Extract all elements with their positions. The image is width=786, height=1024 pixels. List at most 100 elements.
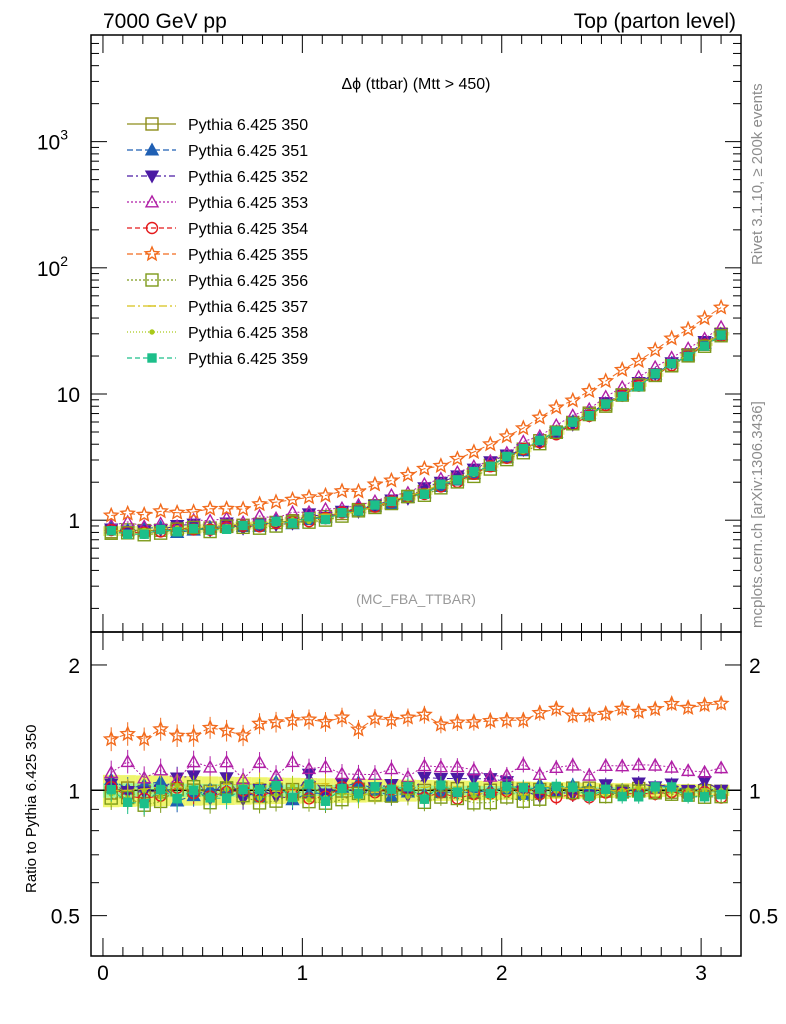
- data-point: [219, 754, 234, 768]
- data-point: [448, 713, 466, 730]
- data-point: [139, 529, 149, 539]
- data-point: [465, 713, 483, 730]
- data-point: [663, 329, 681, 346]
- data-point: [143, 245, 161, 262]
- main-ytick-label: 102: [37, 253, 68, 281]
- data-point: [139, 798, 149, 809]
- series-main-9: [106, 330, 726, 539]
- data-point: [135, 730, 153, 747]
- xtick-label: 2: [496, 962, 508, 985]
- data-point: [679, 698, 697, 716]
- legend-item: Pythia 6.425 357: [127, 299, 308, 316]
- ratio-ytick-label-right: 0.5: [749, 906, 778, 929]
- data-point: [469, 782, 479, 792]
- data-point: [663, 695, 681, 712]
- data-point: [186, 520, 201, 535]
- data-point: [419, 489, 430, 500]
- data-point: [370, 500, 380, 510]
- data-point: [300, 710, 318, 727]
- data-point: [353, 506, 364, 516]
- data-point: [498, 427, 516, 444]
- data-point: [436, 780, 446, 790]
- data-point: [144, 142, 160, 156]
- mcplots-label: mcplots.cern.ch [arXiv:1306.3436]: [749, 401, 766, 628]
- data-point: [712, 694, 730, 711]
- data-point: [145, 221, 159, 235]
- data-point: [106, 526, 116, 536]
- data-point: [531, 408, 549, 425]
- data-point: [531, 704, 549, 721]
- data-point: [353, 789, 364, 799]
- data-point: [699, 341, 710, 351]
- data-point: [155, 524, 166, 535]
- data-point: [502, 781, 512, 792]
- data-point: [188, 523, 199, 534]
- ratio-frame: [90, 631, 742, 957]
- data-point: [516, 757, 531, 770]
- data-point: [666, 782, 677, 792]
- data-point: [679, 320, 697, 337]
- xtick-label: 0: [97, 962, 109, 985]
- data-point: [149, 329, 155, 335]
- data-point: [306, 796, 312, 803]
- data-point: [483, 768, 498, 782]
- data-point: [481, 712, 499, 729]
- data-point: [152, 502, 170, 519]
- data-point: [697, 339, 712, 353]
- data-point: [601, 399, 611, 409]
- ratio-ytick-label-right: 2: [749, 655, 761, 678]
- legend: Pythia 6.425 350 Pythia 6.425 351 Pythia 6…: [127, 117, 308, 368]
- data-point: [598, 758, 613, 772]
- data-point: [271, 516, 281, 527]
- data-point: [683, 792, 693, 802]
- data-point: [631, 757, 646, 771]
- data-point: [564, 706, 582, 723]
- data-point: [304, 512, 314, 522]
- data-point: [617, 391, 627, 402]
- legend-label: Pythia 6.425 350: [188, 117, 308, 134]
- data-point: [699, 792, 710, 802]
- data-point: [697, 764, 712, 778]
- data-point: [106, 784, 116, 795]
- data-point: [565, 757, 580, 771]
- data-point: [415, 459, 433, 476]
- ratio-ytick-label: 0.5: [51, 906, 80, 929]
- data-point: [366, 475, 384, 492]
- legend-item: Pythia 6.425 355: [127, 245, 308, 264]
- data-point: [317, 713, 334, 730]
- data-point: [419, 794, 430, 804]
- legend-label: Pythia 6.425 354: [188, 221, 308, 238]
- legend-label: Pythia 6.425 352: [188, 169, 308, 186]
- data-point: [172, 527, 182, 537]
- data-point: [383, 711, 400, 728]
- legend-item: Pythia 6.425 356: [127, 273, 308, 290]
- legend-item: Pythia 6.425 352: [127, 169, 308, 186]
- data-point: [201, 499, 219, 516]
- data-point: [452, 787, 463, 797]
- data-point: [582, 407, 596, 422]
- data-point: [399, 708, 417, 725]
- data-point: [318, 759, 333, 773]
- data-point: [664, 759, 679, 773]
- data-point: [617, 791, 627, 802]
- data-point: [433, 759, 449, 773]
- data-point: [144, 170, 160, 184]
- data-point: [466, 762, 482, 776]
- data-point: [650, 368, 660, 379]
- main-ytick-label: 10: [57, 384, 80, 407]
- data-point: [465, 443, 483, 460]
- data-point: [172, 794, 182, 804]
- data-point: [716, 789, 726, 800]
- data-point: [630, 702, 648, 719]
- data-point: [185, 726, 203, 743]
- data-point: [547, 398, 565, 415]
- data-point: [683, 351, 693, 362]
- data-point: [613, 360, 631, 377]
- data-point: [535, 784, 545, 794]
- data-point: [122, 797, 133, 807]
- data-point: [304, 779, 314, 789]
- legend-label: Pythia 6.425 357: [188, 299, 308, 316]
- data-point: [221, 793, 232, 804]
- data-point: [102, 730, 120, 747]
- data-point: [234, 500, 252, 517]
